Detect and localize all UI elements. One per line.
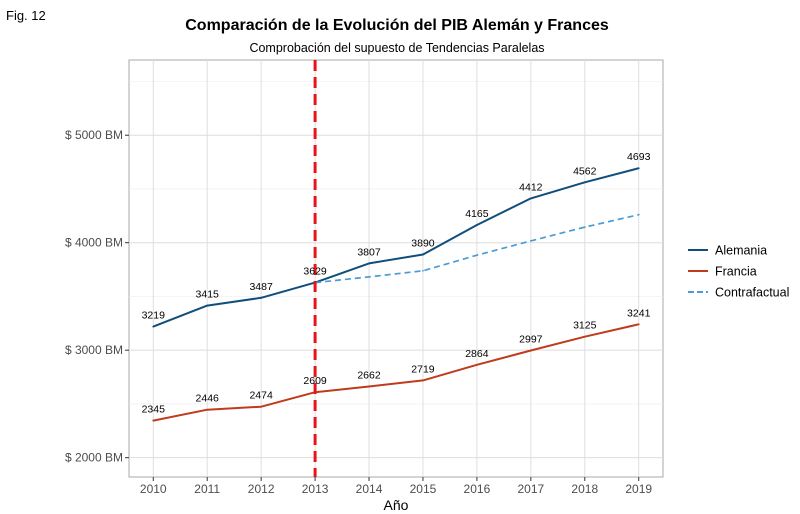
data-point-contrafactual: [422, 269, 424, 272]
y-tick-label: $ 2000 BM: [65, 451, 123, 465]
data-point-alemania: [260, 296, 263, 299]
legend-label-alemania: Alemania: [715, 244, 767, 258]
data-point-francia: [529, 349, 532, 352]
data-label-alemania: 4165: [465, 208, 489, 220]
x-tick-label: 2014: [356, 482, 383, 496]
data-point-alemania: [529, 197, 532, 200]
data-label-francia: 2662: [357, 370, 381, 382]
data-point-francia: [637, 323, 640, 326]
data-label-francia: 2864: [465, 348, 489, 360]
data-label-alemania: 3890: [411, 238, 435, 250]
data-point-alemania: [368, 262, 370, 265]
x-tick-label: 2010: [140, 482, 167, 496]
data-label-alemania: 4412: [519, 181, 543, 193]
x-tick-label: 2011: [194, 482, 220, 496]
data-point-francia: [583, 335, 586, 338]
x-axis-label: Año: [384, 497, 409, 513]
data-point-contrafactual: [583, 226, 586, 229]
plot-panel: [128, 59, 664, 478]
data-label-francia: 2446: [196, 393, 220, 405]
data-point-alemania: [152, 325, 155, 328]
data-label-francia: 2609: [303, 375, 327, 387]
y-axis: $ 2000 BM $ 3000 BM $ 4000 BM $ 5000 BM: [65, 128, 129, 465]
legend-label-francia: Francia: [715, 265, 757, 279]
data-label-francia: 3241: [627, 307, 651, 319]
data-point-alemania: [476, 224, 478, 226]
data-label-alemania: 4693: [627, 151, 651, 163]
y-tick-label: $ 5000 BM: [65, 128, 123, 142]
y-tick-label: $ 4000 BM: [65, 236, 123, 250]
chart-subtitle: Comprobación del supuesto de Tendencias …: [249, 41, 544, 55]
x-tick-label: 2015: [410, 482, 437, 496]
data-point-francia: [206, 408, 209, 411]
data-point-contrafactual: [529, 239, 532, 242]
data-labels: 3219 3415 3487 3629 3807 3890 4165 4412 4562 4693…: [142, 151, 651, 415]
data-point-francia: [422, 379, 424, 382]
legend-label-contrafactual: Contrafactual: [715, 286, 789, 300]
data-point-francia: [368, 385, 370, 388]
y-tick-label: $ 3000 BM: [65, 343, 123, 357]
data-point-francia: [476, 363, 478, 366]
legend: Alemania Francia Contrafactual: [688, 244, 789, 300]
data-point-contrafactual: [368, 275, 370, 278]
data-point-contrafactual: [476, 254, 478, 257]
data-point-alemania: [637, 167, 640, 170]
series-line-francia: [153, 323, 639, 422]
data-point-francia: [260, 405, 263, 408]
data-label-francia: 2345: [142, 404, 166, 416]
data-label-alemania: 3487: [249, 281, 273, 293]
data-point-alemania: [422, 253, 424, 256]
data-label-alemania: 3415: [196, 289, 220, 301]
data-point-alemania: [206, 304, 209, 307]
data-label-francia: 2719: [411, 363, 435, 375]
data-label-francia: 3125: [573, 320, 597, 332]
data-label-alemania: 3807: [357, 246, 381, 258]
x-tick-label: 2016: [464, 482, 491, 496]
data-label-alemania: 4562: [573, 165, 597, 177]
series-layer: [152, 167, 640, 422]
data-label-francia: 2997: [519, 334, 543, 346]
series-line-alemania: [152, 167, 639, 328]
x-tick-label: 2019: [625, 482, 652, 496]
data-point-contrafactual: [637, 213, 640, 216]
grid-minor: [129, 81, 663, 405]
data-point-alemania: [583, 181, 586, 184]
x-tick-label: 2012: [248, 482, 275, 496]
chart-title: Comparación de la Evolución del PIB Alem…: [185, 17, 609, 34]
data-point-francia: [152, 419, 155, 422]
x-axis: 2010 2011 2012 2013 2014 2015 2016 2017 2018 2019: [140, 477, 652, 496]
figure-label: Fig. 12: [6, 8, 46, 23]
x-tick-label: 2018: [571, 482, 598, 496]
x-tick-label: 2013: [302, 482, 329, 496]
data-label-alemania: 3629: [303, 266, 327, 278]
x-tick-label: 2017: [517, 482, 544, 496]
data-label-francia: 2474: [249, 390, 273, 402]
data-label-alemania: 3219: [142, 310, 166, 322]
